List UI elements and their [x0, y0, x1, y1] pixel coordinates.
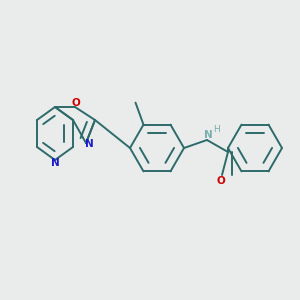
Text: H: H: [213, 125, 219, 134]
Text: O: O: [217, 176, 225, 186]
Text: N: N: [204, 130, 212, 140]
Text: O: O: [72, 98, 80, 108]
Text: N: N: [51, 158, 59, 168]
Text: N: N: [85, 139, 93, 149]
